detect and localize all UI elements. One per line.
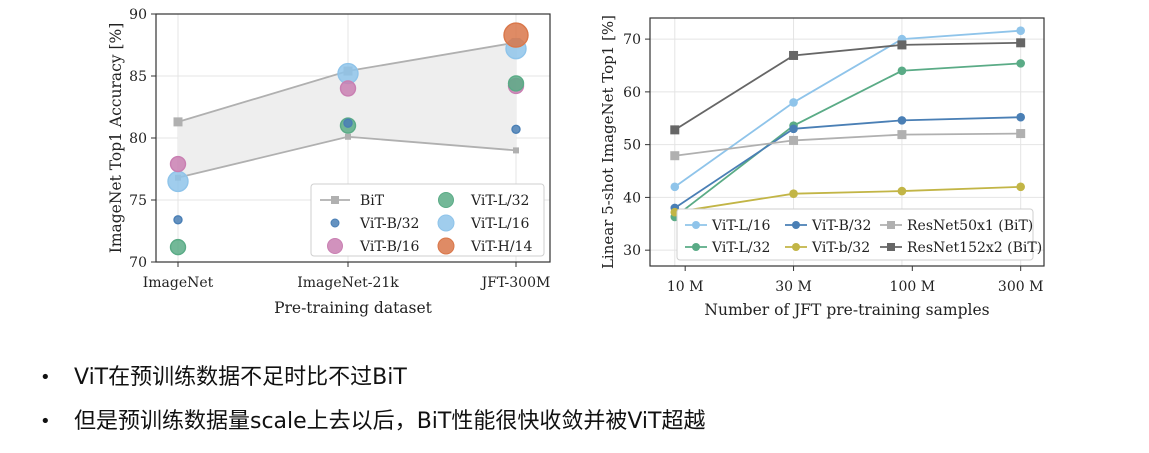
legend-marker	[692, 243, 700, 251]
series-line	[674, 29, 1021, 188]
legend-marker	[692, 221, 700, 229]
data-point	[503, 22, 529, 48]
x-axis-label: Pre-training dataset	[274, 299, 433, 317]
series-line	[674, 185, 1021, 214]
data-point	[169, 155, 187, 173]
legend-label: ViT-L/32	[711, 240, 770, 256]
legend-label: ViT-B/32	[811, 218, 871, 234]
bullet-text: ViT在预训练数据不足时比不过BiT	[74, 365, 407, 390]
y-tick-label: 70	[623, 32, 641, 48]
series-line	[674, 132, 1021, 157]
data-point	[343, 118, 353, 128]
data-point	[169, 238, 187, 256]
y-axis-label: ImageNet Top1 Accuracy [%]	[107, 23, 125, 254]
legend-label: ViT-b/32	[811, 240, 870, 256]
legend-marker	[331, 196, 339, 204]
right-chart: 30 40 50 60 70 10 M 30 M 100 M 300 M Number of JF…	[599, 15, 1045, 319]
plot-frame	[649, 17, 1045, 267]
y-tick-label: 70	[129, 255, 147, 271]
data-point	[789, 189, 798, 199]
legend-marker	[330, 218, 340, 228]
y-tick-label: 75	[129, 193, 147, 209]
data-point	[789, 135, 799, 145]
y-tick-label: 85	[129, 69, 147, 85]
data-point	[1016, 182, 1025, 192]
data-point	[897, 130, 907, 140]
series-line	[674, 41, 1021, 131]
data-point	[789, 98, 798, 107]
data-point	[897, 186, 907, 196]
y-tick-label: 60	[623, 85, 641, 101]
data-point	[670, 125, 680, 135]
legend-label: ResNet50x1 (BiT)	[907, 218, 1033, 234]
legend-marker	[887, 243, 895, 251]
legend-marker	[327, 238, 343, 254]
x-tick-label: JFT-300M	[480, 275, 551, 291]
bullet-dot-icon: •	[40, 411, 51, 432]
y-axis-label: Linear 5-shot ImageNet Top1 [%]	[599, 15, 617, 269]
x-tick-label: 10 M	[667, 279, 704, 295]
bullet-item: • ViT在预训练数据不足时比不过BiT	[40, 360, 705, 404]
bit-marker	[513, 147, 519, 154]
y-tick-label: 90	[129, 7, 147, 23]
y-tick-label: 50	[623, 138, 641, 154]
bullet-item: • 但是预训练数据量scale上去以后，BiT性能很快收敛并被ViT超越	[40, 404, 705, 448]
bit-marker	[173, 117, 183, 127]
bullet-text: 但是预训练数据量scale上去以后，BiT性能很快收敛并被ViT超越	[74, 409, 706, 434]
legend-label: ViT-L/16	[470, 216, 530, 232]
legend-marker	[438, 192, 454, 208]
legend-box	[310, 183, 545, 257]
legend-label: ViT-L/16	[711, 218, 771, 234]
x-tick-label: ImageNet	[143, 275, 214, 291]
y-tick-label: 40	[623, 190, 641, 206]
data-point	[670, 182, 680, 192]
legend-label: ResNet152x2 (BiT)	[907, 240, 1042, 256]
legend-label: ViT-B/32	[359, 216, 419, 232]
data-point	[670, 151, 680, 161]
legend-label: ViT-H/14	[470, 239, 532, 255]
legend-marker	[792, 221, 800, 229]
series-line	[674, 116, 1021, 209]
legend-marker	[437, 237, 455, 255]
x-tick-label: ImageNet-21k	[297, 275, 399, 291]
legend-box	[676, 208, 1034, 261]
legend-marker	[887, 221, 895, 229]
legend-label: BiT	[360, 193, 385, 209]
data-point	[1016, 26, 1025, 35]
y-tick-label: 30	[623, 243, 641, 259]
data-point	[173, 215, 183, 225]
bit-marker	[345, 133, 351, 140]
data-point	[789, 50, 799, 60]
left-chart: 70 75 80 85 90 ImageNet ImageNet-21k JFT-300M Pr…	[107, 7, 551, 317]
data-point	[897, 116, 907, 125]
x-tick-label: 100 M	[890, 279, 936, 295]
data-point	[897, 40, 907, 50]
x-tick-label: 300 M	[998, 279, 1044, 295]
x-axis-label: Number of JFT pre-training samples	[704, 301, 989, 319]
legend-marker	[437, 214, 455, 232]
bit-band	[178, 42, 516, 178]
legend-marker	[792, 243, 800, 251]
data-point	[511, 124, 521, 135]
bullet-dot-icon: •	[40, 367, 51, 388]
data-point	[789, 124, 798, 134]
data-point	[167, 170, 189, 193]
data-point	[897, 66, 907, 76]
data-point	[1016, 38, 1026, 48]
data-point	[339, 80, 357, 97]
x-tick-label: 30 M	[775, 279, 812, 295]
bullet-list: • ViT在预训练数据不足时比不过BiT • 但是预训练数据量scale上去以后，B…	[40, 360, 705, 448]
data-point	[507, 75, 525, 92]
series-line	[674, 62, 1021, 218]
legend-label: ViT-B/16	[359, 239, 420, 255]
legend-label: ViT-L/32	[470, 193, 529, 209]
y-tick-label: 80	[129, 131, 147, 147]
data-point	[1016, 112, 1025, 122]
data-point	[1016, 129, 1026, 139]
data-point	[1016, 59, 1025, 68]
